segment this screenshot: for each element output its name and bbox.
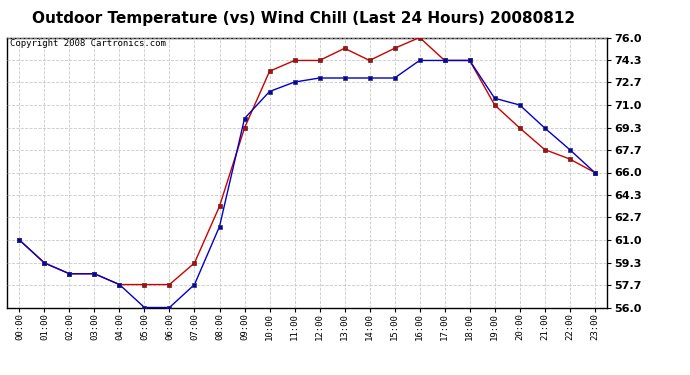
Text: Copyright 2008 Cartronics.com: Copyright 2008 Cartronics.com (10, 39, 166, 48)
Text: Outdoor Temperature (vs) Wind Chill (Last 24 Hours) 20080812: Outdoor Temperature (vs) Wind Chill (Las… (32, 11, 575, 26)
